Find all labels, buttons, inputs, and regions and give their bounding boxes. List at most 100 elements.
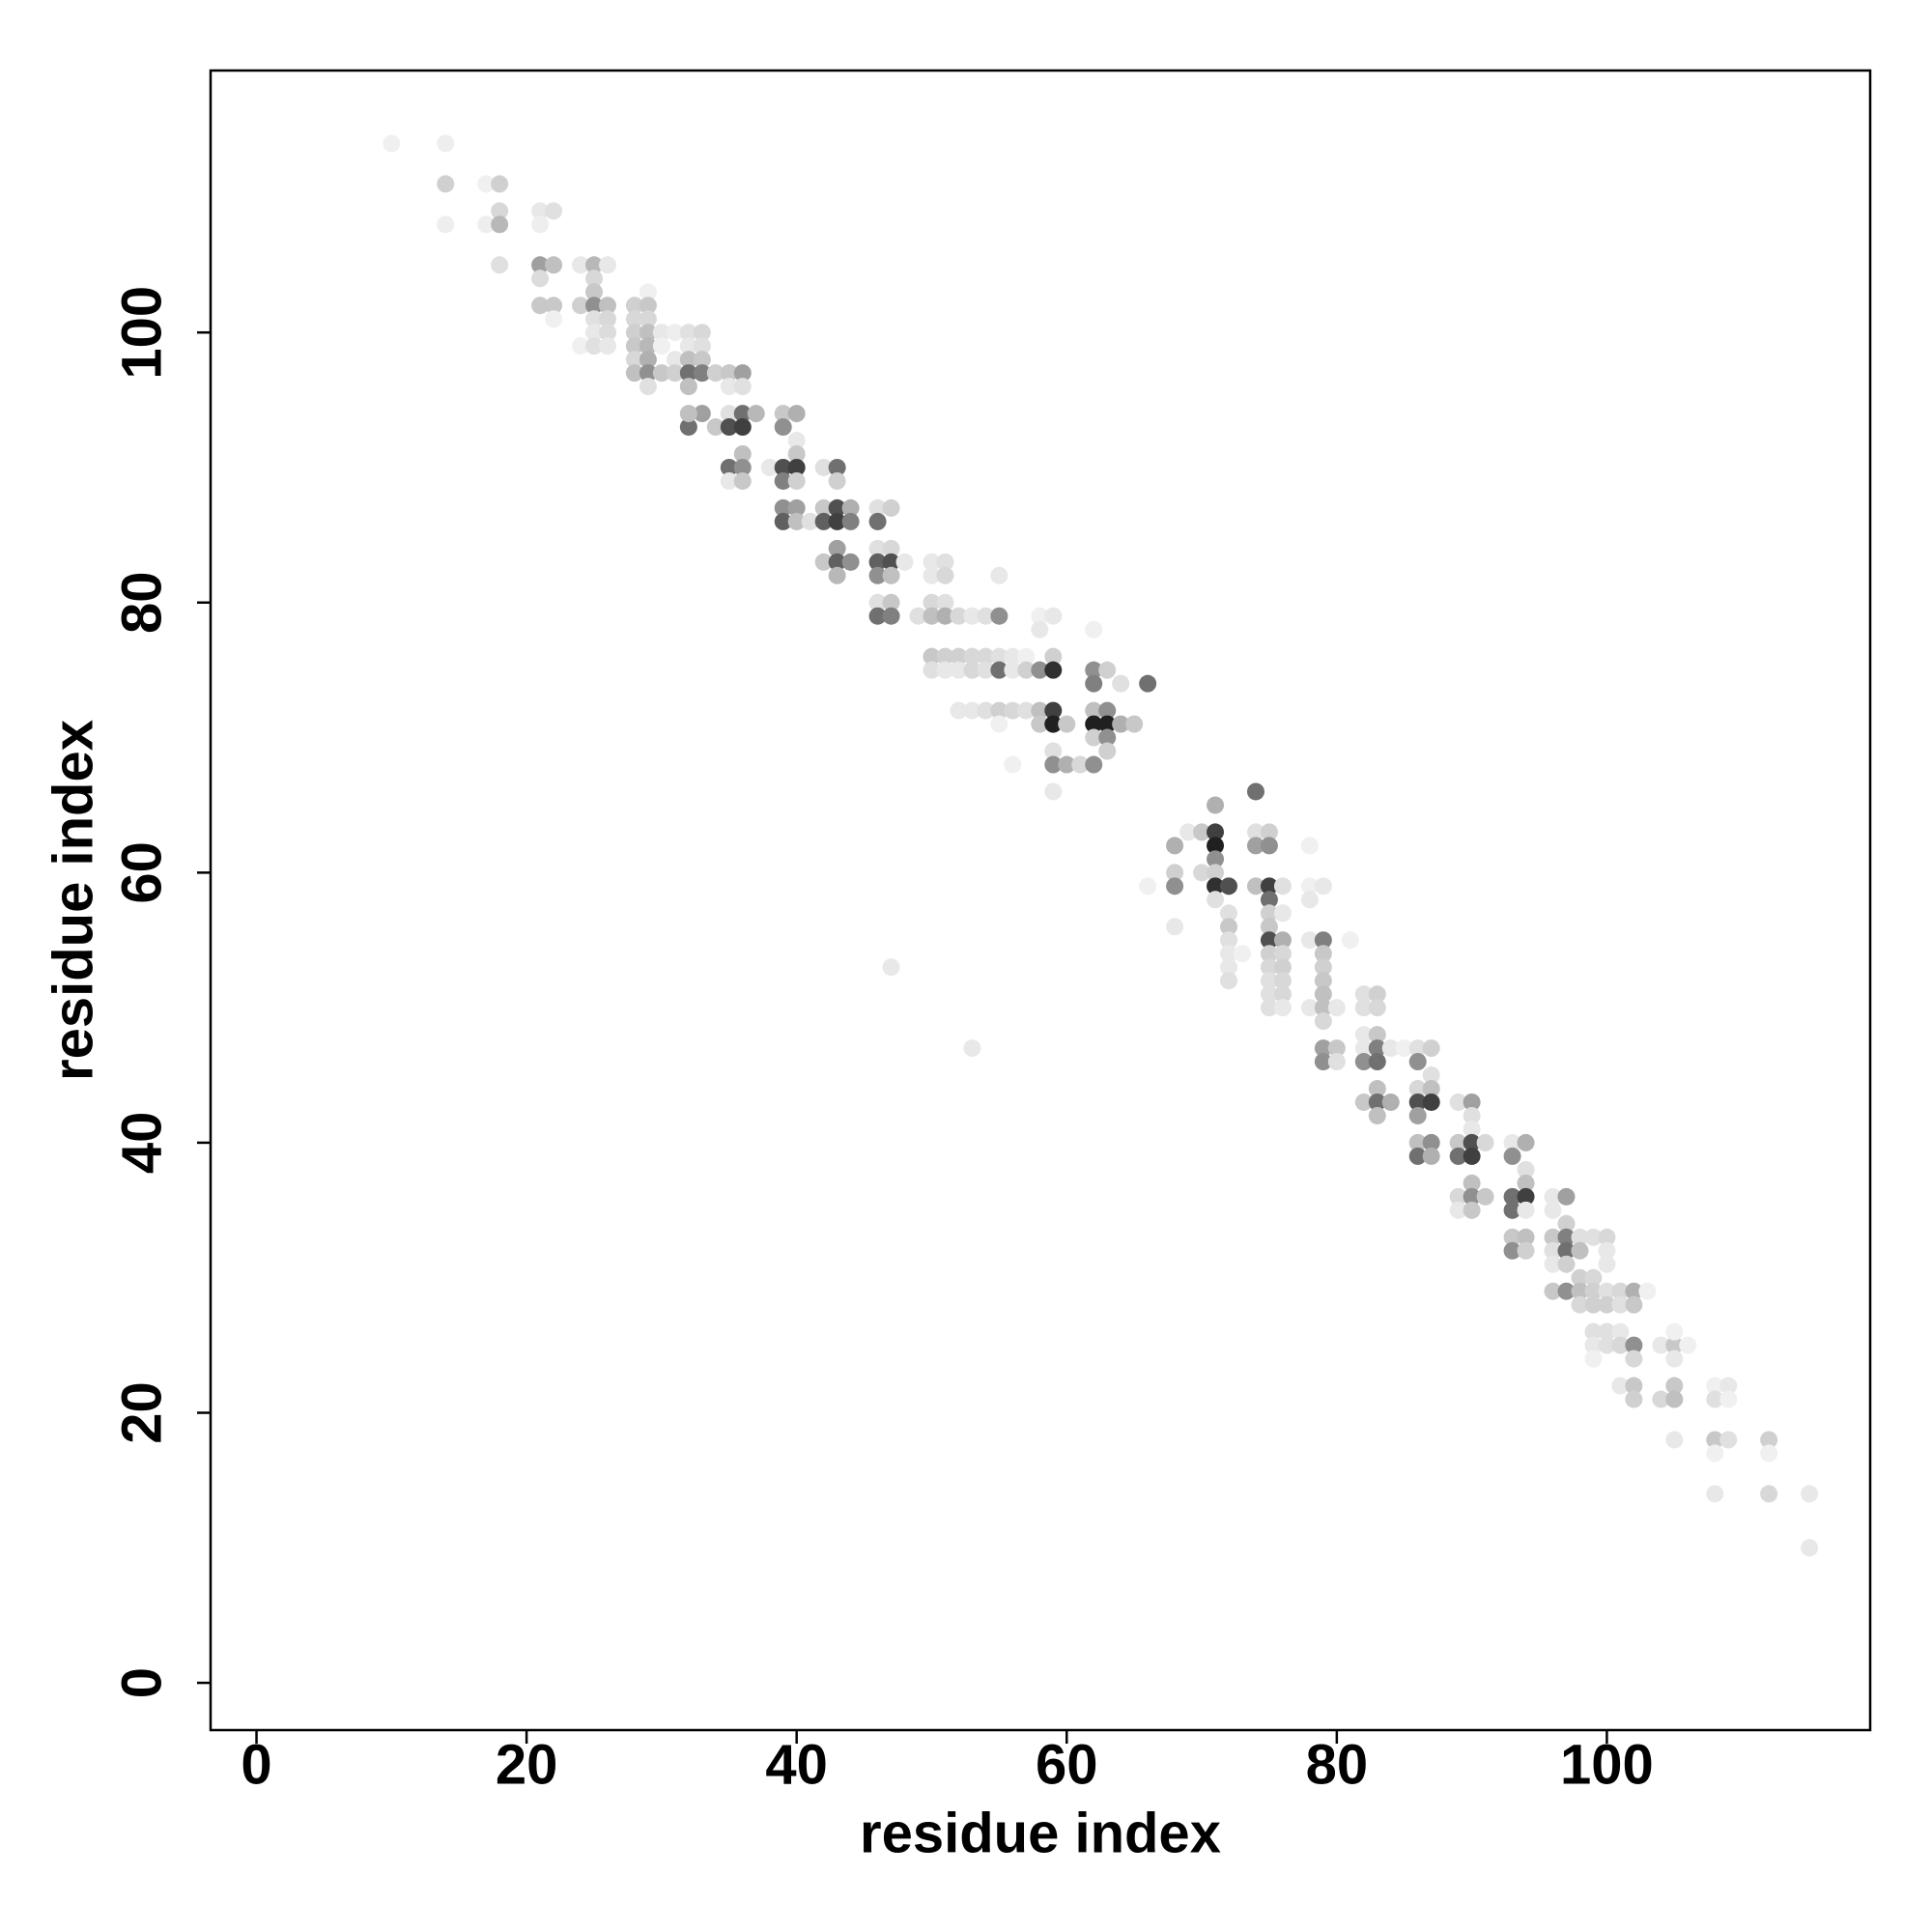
contact-point: [1112, 715, 1130, 733]
contact-point: [1166, 864, 1184, 882]
contact-point: [652, 364, 670, 383]
contact-point: [1354, 1039, 1373, 1058]
contact-point: [950, 647, 968, 666]
contact-point: [990, 661, 1009, 679]
contact-point: [679, 405, 697, 423]
x-tick-label: 100: [1560, 1733, 1654, 1796]
contact-point: [1300, 931, 1319, 950]
y-axis-title: residue index: [42, 720, 104, 1081]
contact-point: [733, 418, 752, 437]
contact-point: [1166, 918, 1184, 936]
contact-point: [1354, 999, 1373, 1017]
contact-point: [639, 283, 657, 301]
contact-point: [1260, 891, 1278, 909]
contact-point: [1098, 661, 1117, 679]
contact-point: [652, 324, 670, 342]
contact-point: [491, 202, 509, 220]
contact-point: [1017, 661, 1036, 679]
contact-point: [1207, 837, 1225, 855]
contact-point: [1125, 715, 1144, 733]
contact-point: [1625, 1295, 1643, 1314]
contact-point: [584, 310, 603, 328]
contact-point: [545, 202, 563, 220]
contact-point: [1085, 715, 1103, 733]
contact-point: [1611, 1295, 1630, 1314]
contact-point: [720, 471, 738, 490]
contact-point: [639, 297, 657, 315]
contact-point: [679, 364, 697, 383]
contact-point: [1098, 742, 1117, 760]
contact-point: [733, 458, 752, 476]
contact-point: [963, 1039, 981, 1058]
contact-point: [828, 566, 846, 584]
contact-point: [639, 378, 657, 396]
contact-point: [531, 270, 550, 288]
contact-point: [1706, 1377, 1724, 1395]
contact-point: [733, 364, 752, 383]
contact-point: [963, 661, 981, 679]
contact-point: [1395, 1039, 1413, 1058]
contact-point: [828, 512, 846, 530]
contact-point: [1246, 877, 1264, 895]
contact-point: [1260, 985, 1278, 1004]
contact-point: [868, 498, 887, 517]
contact-point: [1598, 1295, 1616, 1314]
contact-point: [1220, 958, 1238, 977]
contact-point: [1422, 1093, 1440, 1111]
contact-point: [747, 405, 765, 423]
contact-point: [1260, 958, 1278, 977]
contact-point: [1031, 701, 1049, 720]
contact-point: [598, 324, 616, 342]
contact-point: [1017, 701, 1036, 720]
contact-point: [787, 512, 806, 530]
contact-point: [963, 701, 981, 720]
contact-point: [1207, 823, 1225, 841]
contact-point: [936, 593, 954, 611]
contact-point: [1085, 674, 1103, 693]
y-tick-label: 0: [110, 1667, 173, 1698]
contact-point: [693, 337, 711, 355]
contact-point: [1354, 1093, 1373, 1111]
contact-point: [1706, 1485, 1724, 1503]
contact-point: [1517, 1133, 1535, 1151]
contact-point: [1584, 1336, 1603, 1354]
contact-point: [477, 215, 496, 234]
contact-point: [1760, 1444, 1778, 1463]
contact-point: [814, 553, 833, 571]
contact-point: [882, 553, 900, 571]
contact-point: [1314, 945, 1332, 963]
contact-point: [1098, 701, 1117, 720]
contact-point: [531, 256, 550, 274]
contact-point: [584, 337, 603, 355]
x-tick-label: 40: [765, 1733, 828, 1796]
contact-point: [923, 607, 941, 625]
contact-point: [1273, 972, 1292, 990]
contact-point: [1557, 1241, 1576, 1260]
contact-point: [1625, 1350, 1643, 1368]
contact-point: [679, 418, 697, 437]
contact-point: [1665, 1431, 1684, 1449]
contact-point: [1044, 742, 1063, 760]
contact-point: [1517, 1241, 1535, 1260]
contact-point: [733, 444, 752, 463]
contact-point: [1557, 1228, 1576, 1246]
contact-point: [491, 256, 509, 274]
contact-point: [1354, 1053, 1373, 1071]
contact-point: [1463, 1133, 1481, 1151]
contact-point: [1463, 1201, 1481, 1219]
contact-point: [828, 553, 846, 571]
y-tick-label: 20: [110, 1381, 173, 1444]
contact-point: [584, 256, 603, 274]
contact-point: [1260, 931, 1278, 950]
contact-point: [437, 175, 455, 193]
contact-point: [787, 471, 806, 490]
contact-point: [1544, 1201, 1562, 1219]
contact-point: [1246, 837, 1264, 855]
contact-point: [1314, 972, 1332, 990]
contact-point: [1408, 1039, 1427, 1058]
contact-point: [1341, 931, 1359, 950]
contact-point: [1679, 1336, 1697, 1354]
contact-point: [1706, 1390, 1724, 1408]
contact-point: [1571, 1282, 1589, 1300]
contact-point: [720, 378, 738, 396]
